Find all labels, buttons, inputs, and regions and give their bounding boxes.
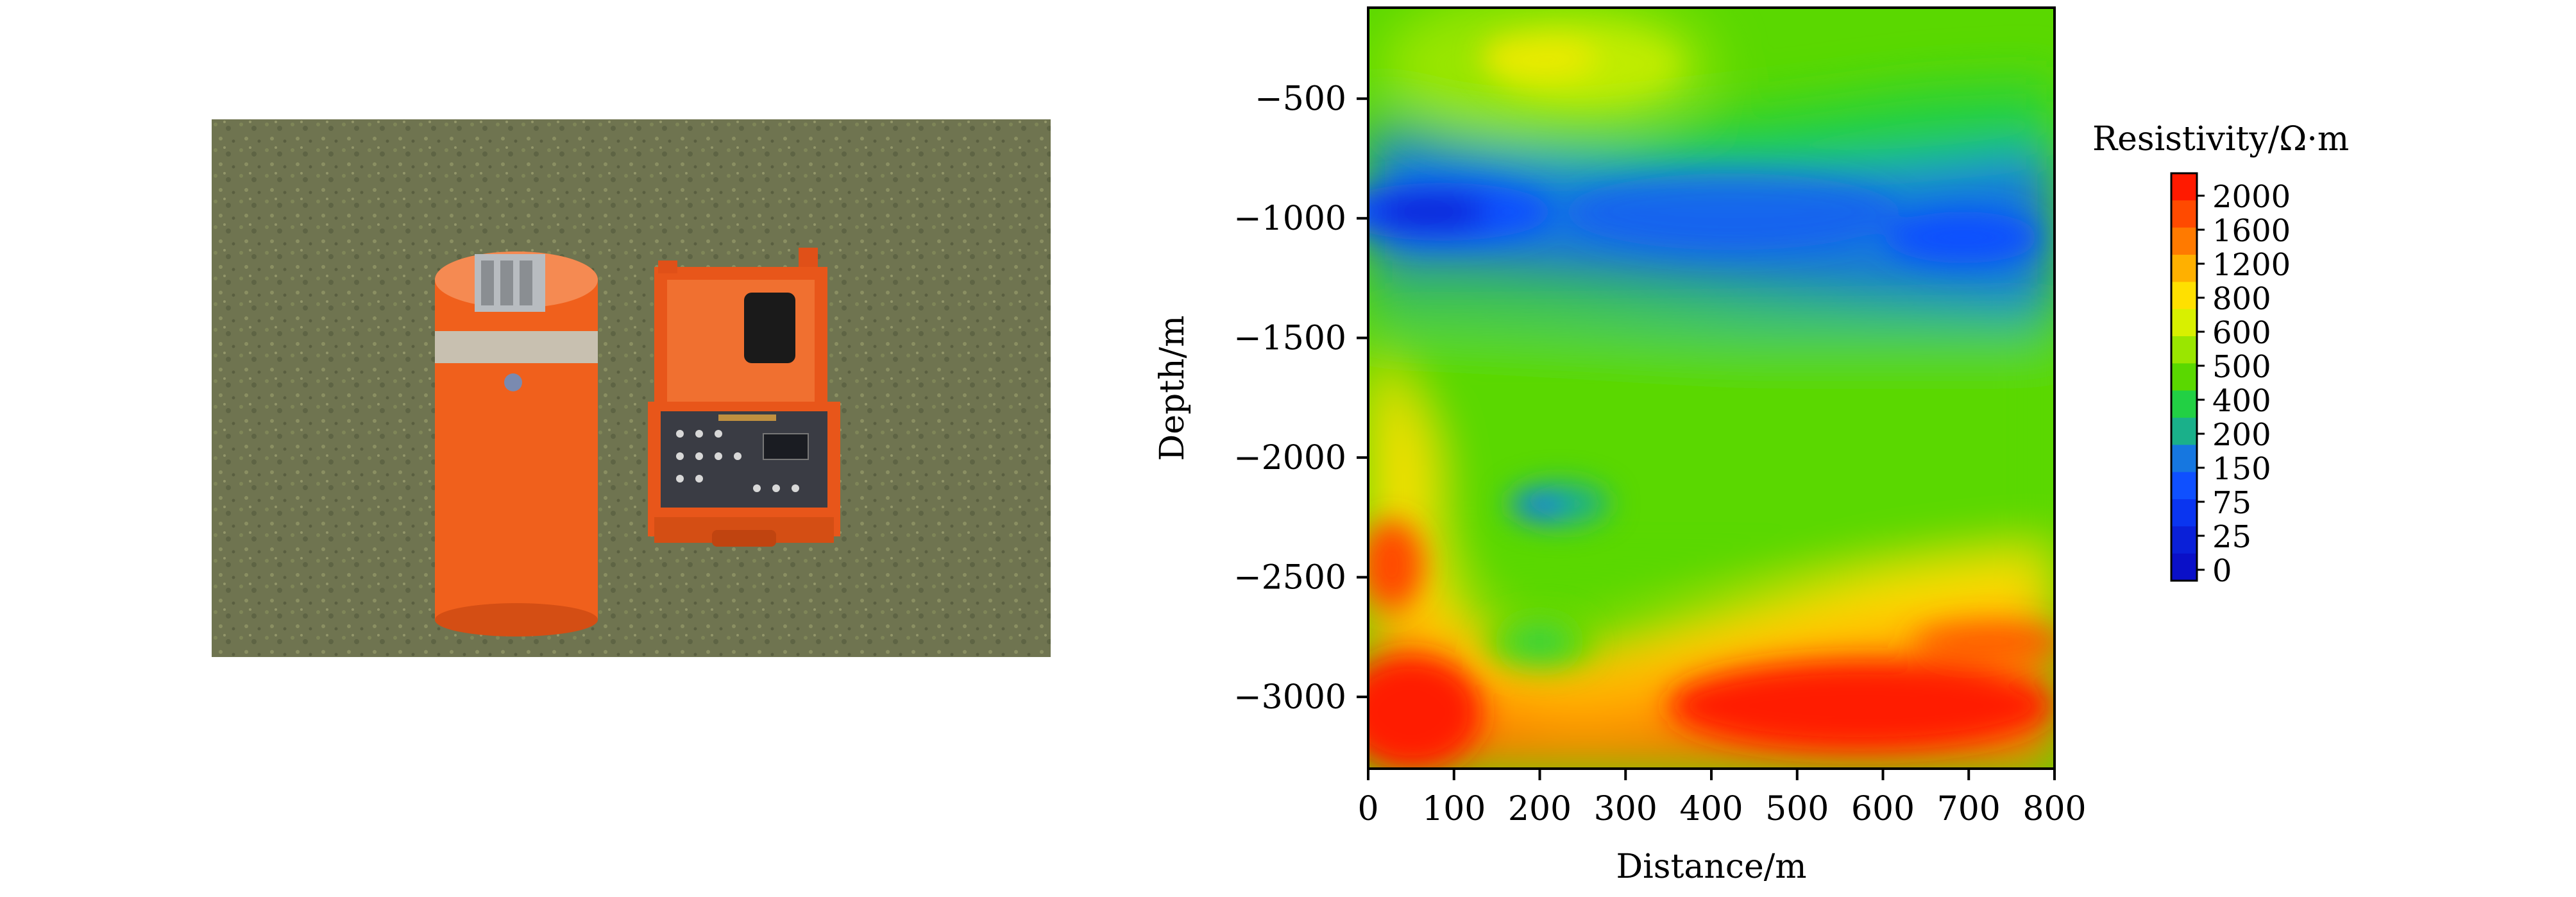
x-tick-label: 100: [1422, 790, 1486, 828]
y-tick-label: −2500: [1233, 559, 1346, 597]
colorbar-segment: [2171, 282, 2197, 310]
photo-illustration: [212, 119, 1051, 657]
colorbar-segment: [2171, 173, 2197, 201]
x-tick-label: 800: [2022, 790, 2086, 828]
colorbar-segment: [2171, 418, 2197, 445]
contour-field: [1368, 8, 2055, 769]
colorbar-title: Resistivity/Ω·m: [2092, 120, 2349, 158]
x-tick-label: 500: [1765, 790, 1829, 828]
colorbar-segment: [2171, 309, 2197, 337]
colorbar-label: 600: [2212, 315, 2271, 351]
y-tick-label: −2000: [1233, 439, 1346, 477]
colorbar-label: 200: [2212, 417, 2271, 453]
colorbar-segment: [2171, 553, 2197, 581]
colorbar-label: 75: [2212, 485, 2251, 521]
colorbar-label: 1200: [2212, 247, 2291, 283]
y-axis: −500 −1000 −1500 −2000 −2500 −3000: [1233, 80, 1368, 717]
colorbar-segment: [2171, 200, 2197, 228]
x-tick-label: 700: [1937, 790, 2001, 828]
y-tick-label: −1500: [1233, 320, 1346, 358]
grass-background: [212, 119, 1051, 657]
colorbar-frame: [2170, 172, 2198, 582]
y-tick-label: −1000: [1233, 200, 1346, 238]
x-tick-label: 0: [1357, 790, 1378, 828]
colorbar-segment: [2171, 363, 2197, 391]
x-tick-label: 400: [1679, 790, 1743, 828]
colorbar-segment: [2171, 526, 2197, 554]
colorbar-segment: [2171, 499, 2197, 527]
colorbar-segment: [2171, 390, 2197, 418]
x-axis-label: Distance/m: [1616, 848, 1806, 886]
cylinder-sensor: [435, 252, 598, 636]
colorbar-label: 1600: [2212, 213, 2291, 249]
colorbar-segment: [2171, 336, 2197, 364]
y-tick-label: −500: [1255, 80, 1346, 119]
x-tick-label: 200: [1508, 790, 1572, 828]
colorbar-label: 2000: [2212, 179, 2291, 215]
x-axis: 0 100 200 300 400 500 600 700 800: [1357, 769, 2087, 828]
colorbar-segment: [2171, 472, 2197, 500]
equipment-photo: [212, 119, 1051, 657]
colorbar-segment: [2171, 227, 2197, 255]
colorbar-label: 0: [2212, 553, 2232, 589]
x-tick-label: 600: [1851, 790, 1915, 828]
colorbar-segment: [2171, 255, 2197, 282]
colorbar-label: 800: [2212, 281, 2271, 317]
colorbar-label: 400: [2212, 383, 2271, 419]
y-axis-label: Depth/m: [1153, 316, 1192, 461]
colorbar-label: 25: [2212, 519, 2251, 555]
colorbar-label: 150: [2212, 451, 2271, 487]
instrument-case: [648, 248, 840, 547]
y-tick-label: −3000: [1233, 678, 1346, 717]
x-tick-label: 300: [1594, 790, 1657, 828]
colorbar-label: 500: [2212, 349, 2271, 385]
colorbar-segment: [2171, 445, 2197, 473]
